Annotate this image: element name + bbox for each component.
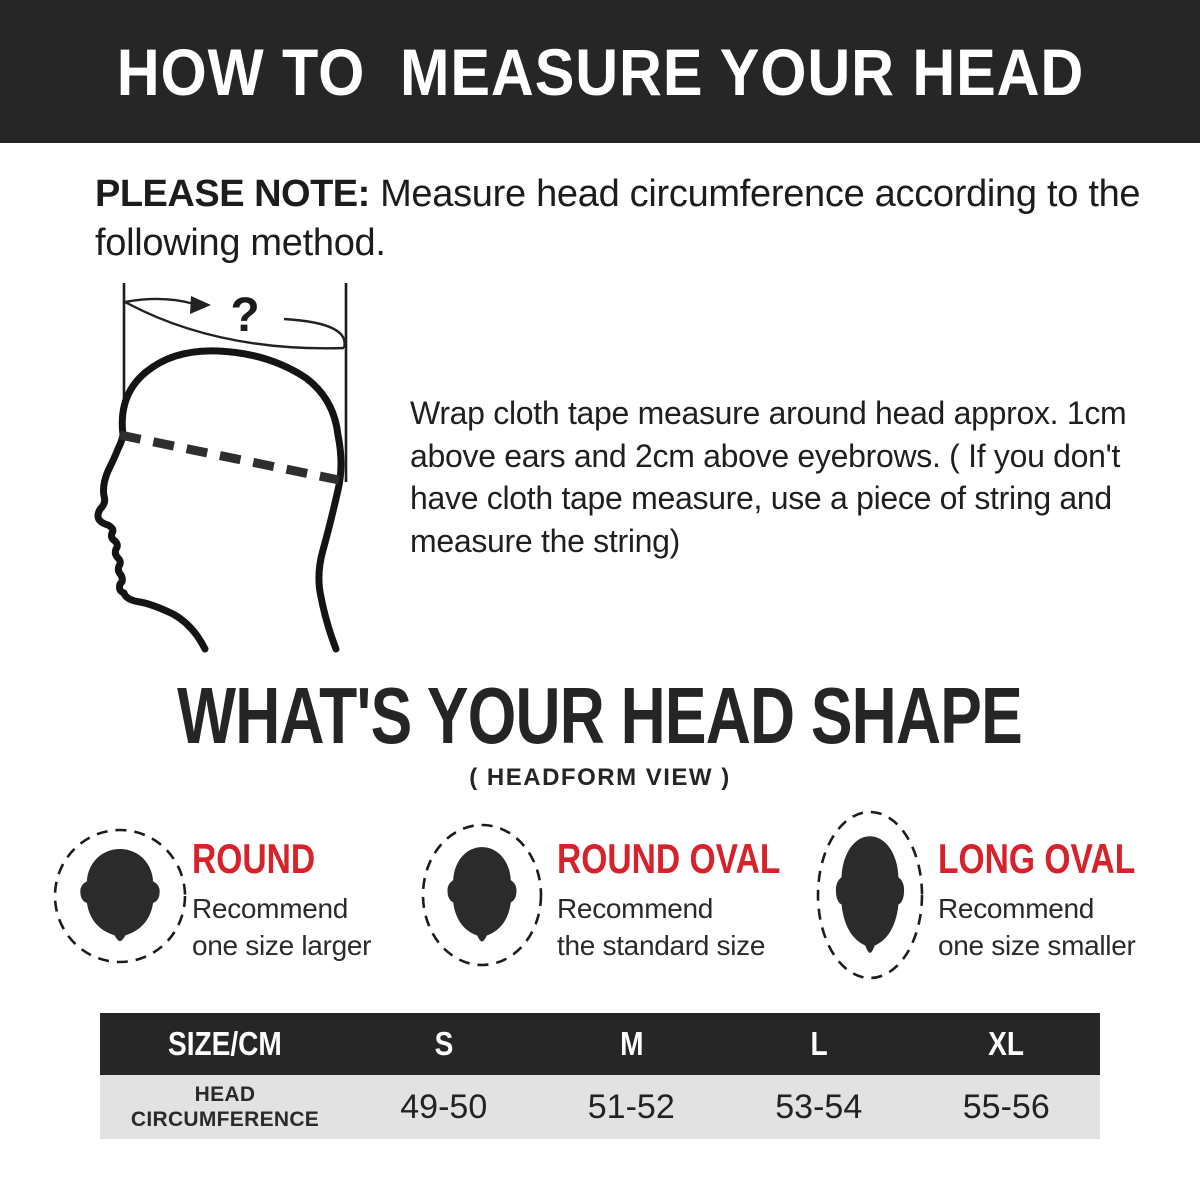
question-mark: ? bbox=[230, 289, 259, 342]
size-table: SIZE/CM S M L XL HEAD CIRCUMFERENCE 49-5… bbox=[100, 1013, 1100, 1139]
note-text: Measure head circumference according to … bbox=[95, 173, 1141, 264]
col-s: S bbox=[434, 1025, 454, 1062]
col-xl: XL bbox=[988, 1025, 1025, 1062]
shape-rec-round: Recommend one size larger bbox=[192, 893, 372, 961]
head-profile-svg: ? bbox=[94, 283, 348, 653]
col-m: M bbox=[619, 1025, 643, 1062]
please-note: PLEASE NOTE: Measure head circumference … bbox=[95, 170, 1170, 268]
size-table-header: SIZE/CM S M L XL bbox=[100, 1013, 1100, 1075]
headform-view-subtitle: ( HEADFORM VIEW ) bbox=[469, 764, 731, 791]
shape-rec-long-oval: Recommend one size smaller bbox=[938, 893, 1136, 961]
round-label-block: ROUND Recommend one size larger bbox=[192, 836, 462, 964]
shape-name-long-oval: LONG OVAL bbox=[938, 835, 1136, 882]
measuring-dashed-line bbox=[119, 430, 340, 485]
row-label-head-circumference: HEAD CIRCUMFERENCE bbox=[130, 1083, 320, 1131]
value-xl: 55-56 bbox=[962, 1087, 1050, 1126]
measuring-instruction: Wrap cloth tape measure around head appr… bbox=[410, 395, 1127, 559]
value-l: 53-54 bbox=[775, 1087, 863, 1126]
head-profile-outline bbox=[94, 347, 345, 653]
head-profile-illustration: ? bbox=[88, 275, 352, 660]
head-shape-heading: WHAT'S YOUR HEAD SHAPE bbox=[177, 671, 1024, 760]
page-title: HOW TO MEASURE YOUR HEAD bbox=[116, 34, 1084, 109]
long-oval-head-icon bbox=[815, 809, 925, 986]
col-l: L bbox=[810, 1025, 828, 1062]
round-oval-label-block: ROUND OVAL Recommend the standard size bbox=[557, 836, 827, 964]
tape-loop-upper-arc bbox=[124, 297, 195, 306]
round-oval-head-icon bbox=[420, 822, 544, 973]
round-head-icon bbox=[52, 826, 188, 971]
note-label: PLEASE NOTE: bbox=[95, 173, 370, 215]
value-m: 51-52 bbox=[587, 1087, 675, 1126]
tape-loop-lower-arc bbox=[124, 300, 345, 350]
col-size-cm: SIZE/CM bbox=[168, 1025, 282, 1062]
title-banner: HOW TO MEASURE YOUR HEAD bbox=[0, 0, 1200, 143]
shape-rec-round-oval: Recommend the standard size bbox=[557, 893, 766, 961]
long-oval-label-block: LONG OVAL Recommend one size smaller bbox=[938, 836, 1200, 964]
shape-name-round-oval: ROUND OVAL bbox=[557, 835, 781, 882]
size-table-row: HEAD CIRCUMFERENCE 49-50 51-52 53-54 55-… bbox=[100, 1075, 1100, 1139]
tape-arrowhead bbox=[190, 296, 211, 314]
value-s: 49-50 bbox=[400, 1087, 488, 1126]
shape-name-round: ROUND bbox=[192, 835, 316, 882]
tape-loop-hook bbox=[283, 317, 346, 349]
